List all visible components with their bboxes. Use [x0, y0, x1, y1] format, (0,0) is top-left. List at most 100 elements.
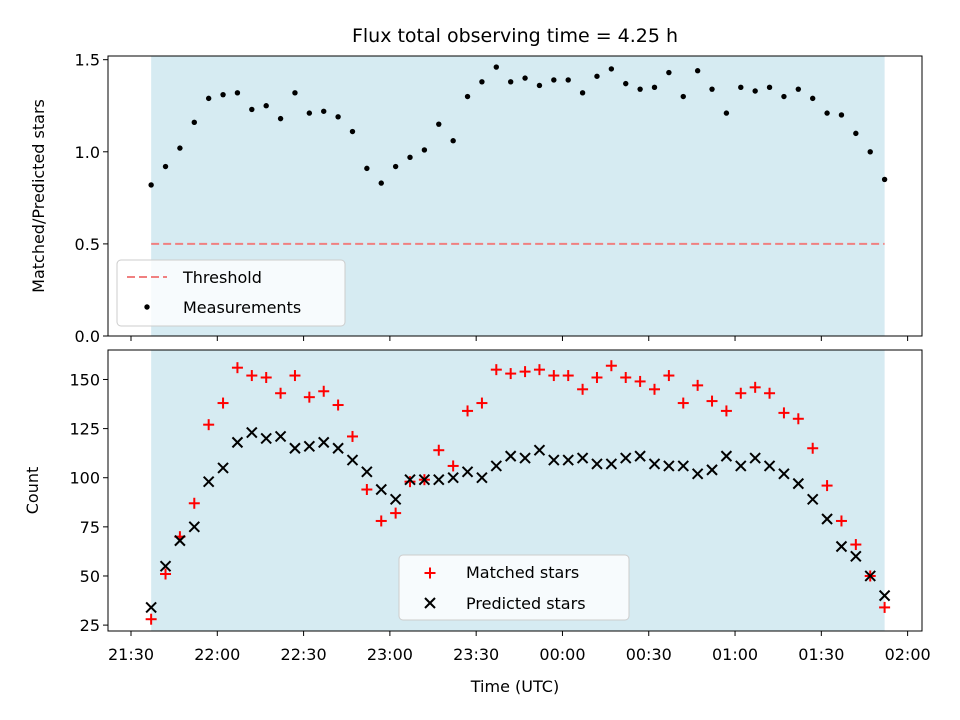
- measurement-point: [292, 90, 298, 96]
- predicted-star-marker: [864, 570, 876, 582]
- measurement-point: [234, 90, 241, 96]
- upper-axes-frame: [107, 55, 923, 337]
- predicted-star-marker: [202, 475, 215, 488]
- measurement-point: [623, 80, 629, 87]
- legend-measurement-swatch: [144, 304, 150, 310]
- lower-y-axis-label: Count: [23, 467, 42, 515]
- matched-star-marker: [346, 430, 358, 442]
- measurement-point: [809, 95, 816, 102]
- measurement-point: [853, 130, 859, 137]
- measurement-point: [205, 95, 212, 102]
- predicted-star-marker: [260, 432, 272, 445]
- lower-legend: Matched stars Predicted stars: [398, 554, 630, 621]
- matched-star-marker: [361, 484, 373, 496]
- predicted-star-marker: [318, 436, 330, 449]
- measurement-point: [867, 149, 873, 155]
- matched-star-marker: [217, 397, 229, 409]
- predicted-star-marker: [461, 466, 474, 478]
- predicted-star-marker: [389, 493, 402, 506]
- measurement-point: [220, 91, 226, 98]
- legend-predicted-swatch: [424, 597, 436, 609]
- measurement-point: [651, 84, 658, 91]
- upper-y-axis-label: Matched/Predicted stars: [29, 99, 48, 293]
- matched-star-marker: [735, 387, 747, 399]
- predicted-star-marker: [591, 458, 603, 470]
- measurement-point: [277, 115, 284, 122]
- matched-star-marker: [318, 385, 330, 397]
- predicted-star-marker: [332, 442, 344, 454]
- predicted-star-marker: [490, 460, 503, 472]
- matched-star-marker: [835, 515, 847, 527]
- matched-star-marker: [850, 539, 862, 551]
- matched-star-marker: [231, 362, 243, 374]
- measurement-point: [795, 86, 802, 92]
- measurement-point: [536, 82, 543, 89]
- y-tick-label: 1.5: [75, 51, 100, 70]
- matched-star-marker: [591, 372, 603, 384]
- predicted-star-marker: [821, 513, 833, 525]
- matched-star-marker: [145, 613, 157, 625]
- matched-star-marker: [462, 405, 474, 417]
- predicted-star-marker: [663, 460, 675, 472]
- y-tick-label: 100: [69, 469, 100, 488]
- predicted-star-marker: [375, 483, 387, 496]
- measurement-point: [752, 88, 758, 94]
- predicted-star-marker: [145, 601, 157, 614]
- matched-star-marker: [160, 568, 172, 580]
- matched-star-marker: [792, 413, 804, 425]
- measurement-point: [507, 79, 514, 85]
- measurement-point: [162, 163, 169, 170]
- upper-y-ticks: 0.0 0.5 1.0 1.5: [75, 51, 108, 346]
- predicted-star-marker: [605, 458, 618, 470]
- matched-star-marker: [562, 370, 574, 382]
- matched-star-marker: [807, 442, 819, 454]
- predicted-star-marker: [346, 454, 359, 466]
- matched-star-marker: [634, 375, 646, 387]
- x-tick-label: 01:30: [798, 645, 844, 664]
- x-tick-label: 23:30: [453, 645, 499, 664]
- predicted-star-marker: [562, 454, 574, 466]
- y-tick-label: 0.5: [75, 235, 100, 254]
- predicted-star-marker: [850, 550, 862, 563]
- measurement-point: [450, 138, 456, 144]
- predicted-star-marker: [548, 454, 560, 466]
- matched-star-markers: [145, 360, 891, 625]
- y-tick-label: 25: [80, 616, 100, 635]
- predicted-star-marker: [720, 450, 733, 462]
- measurement-point: [177, 145, 183, 151]
- upper-x-ticks: [130, 336, 909, 341]
- measurement-point: [551, 77, 557, 83]
- predicted-star-marker: [576, 452, 589, 464]
- matched-star-marker: [433, 444, 445, 456]
- measurement-point: [680, 93, 686, 100]
- measurement-point: [594, 73, 600, 79]
- legend-predicted-label: Predicted stars: [466, 594, 586, 613]
- predicted-star-marker: [361, 466, 373, 478]
- measurement-point: [321, 108, 327, 114]
- legend-box: [116, 259, 346, 327]
- measurement-point: [709, 86, 715, 92]
- predicted-star-marker: [159, 560, 172, 572]
- predicted-star-marker: [274, 430, 287, 443]
- y-tick-label: 75: [80, 518, 100, 537]
- measurement-point: [881, 176, 888, 183]
- measurement-points: [148, 64, 888, 188]
- matched-star-marker: [692, 379, 704, 391]
- predicted-star-marker: [735, 460, 747, 472]
- predicted-star-marker: [677, 460, 689, 472]
- measurement-point: [579, 90, 586, 96]
- predicted-star-marker: [303, 440, 316, 452]
- matched-star-marker: [605, 360, 617, 372]
- measurement-point: [565, 77, 571, 83]
- predicted-star-marker: [289, 442, 301, 454]
- measurement-point: [263, 103, 269, 109]
- predicted-star-marker: [476, 472, 488, 484]
- measurement-point: [464, 93, 471, 100]
- measurement-point: [479, 79, 485, 85]
- matched-star-marker: [303, 391, 315, 403]
- chart-title: Flux total observing time = 4.25 h: [352, 25, 678, 47]
- predicted-star-marker: [778, 468, 790, 480]
- predicted-star-marker: [806, 493, 819, 506]
- matched-star-marker: [275, 387, 287, 399]
